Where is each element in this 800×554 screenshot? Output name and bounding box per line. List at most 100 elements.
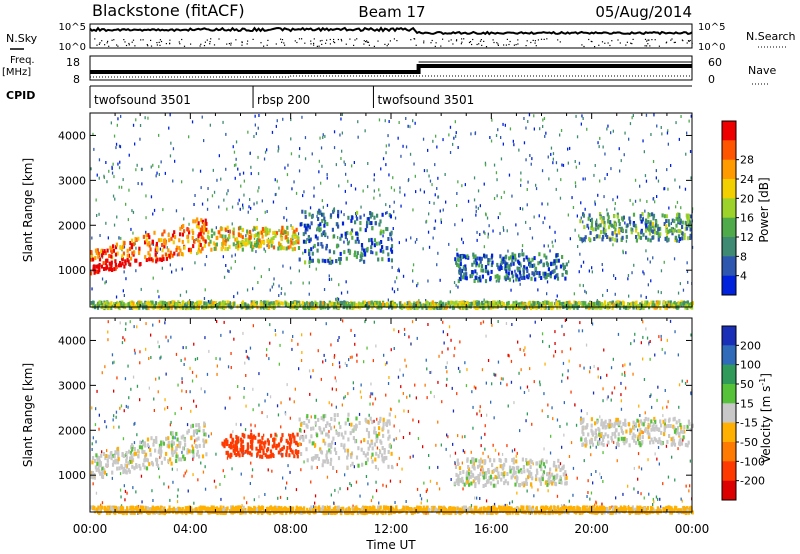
scatter-cell xyxy=(509,501,511,505)
scatter-cell xyxy=(648,341,650,345)
scatter-cell xyxy=(534,320,536,324)
data-cell xyxy=(106,458,109,463)
data-cell xyxy=(139,440,142,445)
scatter-cell xyxy=(578,270,580,274)
scatter-cell xyxy=(185,290,188,294)
scatter-cell xyxy=(115,295,118,299)
data-cell xyxy=(604,232,608,237)
scatter-cell xyxy=(434,226,436,230)
scatter-cell xyxy=(679,185,681,189)
data-cell xyxy=(148,235,151,240)
scatter-cell xyxy=(215,452,217,456)
data-cell xyxy=(518,261,521,266)
scatter-cell xyxy=(399,429,401,433)
data-cell xyxy=(175,446,178,451)
data-cell xyxy=(92,456,95,460)
scatter-cell xyxy=(261,199,263,203)
scatter-cell xyxy=(457,366,460,370)
data-cell xyxy=(257,240,260,245)
data-cell xyxy=(487,258,490,262)
data-cell xyxy=(96,264,99,269)
scatter-cell xyxy=(200,186,202,190)
scatter-cell xyxy=(160,355,162,359)
scatter-cell xyxy=(315,267,317,271)
data-cell xyxy=(278,303,281,308)
data-cell xyxy=(237,439,240,444)
scatter-cell xyxy=(171,270,173,274)
data-cell xyxy=(197,423,200,427)
data-cell xyxy=(112,459,115,464)
data-cell xyxy=(506,301,509,306)
data-cell xyxy=(381,257,384,262)
scatter-cell xyxy=(332,363,334,366)
data-cell xyxy=(129,456,132,461)
scatter-cell xyxy=(140,167,143,171)
scatter-cell xyxy=(290,224,292,228)
scatter-cell xyxy=(671,455,673,459)
data-cell xyxy=(304,226,307,231)
scatter-cell xyxy=(647,422,649,426)
cpid-segment-label: rbsp 200 xyxy=(257,93,310,107)
scatter-cell xyxy=(663,260,665,264)
data-cell xyxy=(195,452,199,457)
data-cell xyxy=(97,466,100,471)
scatter-cell xyxy=(479,497,481,500)
scatter-cell xyxy=(189,390,191,394)
scatter-cell xyxy=(330,343,332,347)
data-cell xyxy=(102,261,105,266)
scatter-cell xyxy=(346,238,348,242)
scatter-cell xyxy=(499,212,501,216)
scatter-cell xyxy=(239,172,241,176)
scatter-cell xyxy=(533,380,535,384)
scatter-cell xyxy=(123,409,125,413)
nsearch-point xyxy=(310,40,312,42)
data-cell xyxy=(314,300,317,305)
scatter-cell xyxy=(494,373,496,377)
nsearch-point xyxy=(140,39,142,41)
data-cell xyxy=(385,301,388,306)
data-cell xyxy=(496,273,499,278)
data-cell xyxy=(507,266,510,271)
data-cell xyxy=(303,305,306,310)
scatter-cell xyxy=(399,368,401,372)
scatter-cell xyxy=(547,155,549,159)
scatter-cell xyxy=(353,465,355,469)
scatter-cell xyxy=(389,479,392,483)
nsearch-point xyxy=(450,39,452,41)
scatter-cell xyxy=(367,482,369,486)
y-tick-label: 3000 xyxy=(58,174,86,187)
data-cell xyxy=(673,219,676,224)
nsearch-point xyxy=(345,43,347,45)
scatter-cell xyxy=(545,131,547,135)
scatter-cell xyxy=(186,423,189,427)
data-cell xyxy=(479,278,482,283)
data-cell xyxy=(472,255,475,260)
data-cell xyxy=(251,446,254,451)
scatter-cell xyxy=(602,145,604,149)
scatter-cell xyxy=(453,281,456,284)
data-cell xyxy=(209,239,212,244)
scatter-cell xyxy=(445,365,447,369)
data-cell xyxy=(232,231,235,236)
scatter-cell xyxy=(158,475,161,479)
scatter-cell xyxy=(526,203,528,207)
data-cell xyxy=(259,302,262,307)
data-cell xyxy=(648,227,651,232)
data-cell xyxy=(602,216,605,221)
data-cell xyxy=(647,237,650,242)
scatter-cell xyxy=(90,167,92,171)
data-cell xyxy=(561,302,565,306)
scatter-cell xyxy=(409,455,411,459)
nsearch-point xyxy=(472,38,474,41)
data-cell xyxy=(621,303,624,308)
data-cell xyxy=(293,439,296,444)
data-cell xyxy=(109,245,112,250)
nsearch-point xyxy=(281,41,283,43)
scatter-cell xyxy=(456,192,458,195)
data-cell xyxy=(197,250,200,255)
data-cell xyxy=(167,436,170,441)
scatter-cell xyxy=(612,129,614,133)
data-cell xyxy=(571,304,574,309)
data-cell xyxy=(646,226,649,231)
nsearch-point xyxy=(481,44,483,46)
